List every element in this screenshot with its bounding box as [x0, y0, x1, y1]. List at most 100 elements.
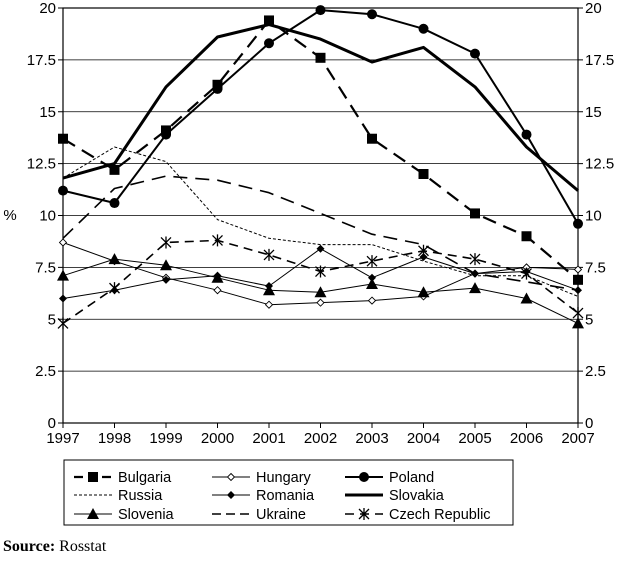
legend-label-slovakia: Slovakia	[389, 488, 445, 504]
data-point-slovenia	[520, 292, 533, 304]
data-point-czech-republic	[572, 307, 584, 320]
y-tick-label-right: 0	[585, 415, 593, 432]
data-point-slovenia	[211, 271, 224, 283]
y-tick-label-right: 7.5	[585, 259, 606, 276]
series-line-czech-republic	[62, 239, 579, 325]
data-point-czech-republic	[366, 255, 378, 268]
data-point-bulgaria	[418, 169, 429, 179]
x-tick-label: 1999	[149, 430, 182, 447]
y-tick-label-right: 5	[585, 311, 593, 328]
legend: Bulgaria Hungary Poland Russia Romania Slovak…	[63, 459, 514, 526]
legend-marker-romania	[227, 491, 235, 499]
data-point-bulgaria	[521, 231, 532, 242]
y-tick-label: 7.5	[35, 259, 56, 276]
y-tick-label-right: 12.5	[585, 156, 614, 173]
x-tick-label: 2006	[510, 430, 543, 447]
data-point-poland	[418, 23, 429, 34]
y-axis-right-ticks: 0 2.5 5 7.5 10 12.5 15 17.5 20	[585, 0, 614, 432]
legend-item-czech-republic: Czech Republic	[345, 507, 491, 523]
y-axis-left-ticks: 0 2.5 5 7.5 10 12.5 15 17.5 20	[27, 0, 56, 432]
data-point-romania	[471, 269, 479, 278]
data-point-hungary	[316, 298, 325, 307]
x-tick-label: 2003	[355, 430, 388, 447]
legend-label-russia: Russia	[118, 488, 163, 504]
y-tick-label: 2.5	[35, 363, 56, 380]
y-tick-label: 17.5	[27, 52, 56, 69]
data-point-czech-republic	[160, 236, 172, 249]
data-point-poland	[573, 218, 583, 229]
data-point-bulgaria	[264, 15, 274, 26]
legend-label-slovenia: Slovenia	[118, 507, 175, 523]
data-point-poland	[58, 185, 68, 196]
legend-marker-poland	[359, 472, 369, 482]
data-point-czech-republic	[57, 317, 69, 330]
data-point-bulgaria	[315, 52, 326, 63]
data-point-bulgaria	[367, 133, 377, 144]
series-line-slovakia	[62, 23, 579, 192]
line-chart: 0 2.5 5 7.5 10 12.5 15 17.5 20 0 2.5 5 7.5 10 12.5 15 1…	[3, 0, 614, 526]
data-point-czech-republic	[469, 253, 481, 266]
x-tick-label: 2004	[407, 430, 440, 447]
axes	[58, 7, 583, 428]
y-tick-label: 15	[39, 104, 56, 121]
legend-marker-bulgaria	[88, 472, 98, 482]
data-point-romania	[368, 273, 376, 282]
legend-box	[63, 459, 514, 526]
series-poland	[58, 5, 583, 229]
data-point-poland	[521, 129, 532, 140]
data-point-poland	[470, 48, 480, 59]
data-point-poland	[212, 83, 223, 94]
source-text: Rosstat	[59, 538, 107, 555]
data-point-bulgaria	[573, 274, 583, 285]
data-point-slovenia	[417, 286, 430, 298]
data-point-czech-republic	[109, 282, 120, 295]
data-point-romania	[162, 275, 170, 284]
legend-marker-czech-republic	[358, 508, 370, 520]
data-point-czech-republic	[212, 234, 223, 247]
x-axis-ticks: 1997 1998 1999 2000 2001 2002 2003 2004 2005 2006…	[46, 430, 594, 447]
data-point-czech-republic	[418, 244, 429, 257]
series-line-ukraine	[62, 175, 579, 291]
legend-marker-hungary	[226, 472, 236, 482]
series-czech-republic	[57, 234, 584, 330]
source-label: Source:	[3, 538, 56, 555]
data-point-slovenia	[160, 259, 172, 271]
data-point-romania	[574, 286, 582, 295]
data-point-czech-republic	[263, 248, 275, 261]
data-point-hungary	[213, 286, 222, 295]
data-point-slovenia	[108, 253, 121, 265]
data-point-czech-republic	[521, 267, 532, 280]
legend-item-romania: Romania	[212, 488, 315, 504]
x-tick-label: 2002	[304, 430, 337, 447]
y-tick-label: 12.5	[27, 156, 56, 173]
legend-item-ukraine: Ukraine	[212, 507, 306, 523]
data-point-poland	[315, 5, 326, 16]
source-note: Source: Rosstat	[3, 538, 106, 556]
y-tick-label: 20	[39, 0, 56, 17]
y-tick-label-right: 2.5	[585, 363, 606, 380]
legend-item-bulgaria: Bulgaria	[74, 470, 172, 486]
data-point-slovenia	[366, 277, 378, 289]
legend-item-slovenia: Slovenia	[74, 507, 175, 523]
data-point-bulgaria	[470, 208, 480, 219]
series-ukraine	[62, 175, 579, 291]
data-point-poland	[161, 129, 171, 140]
data-point-slovenia	[572, 317, 584, 329]
y-tick-label: 0	[48, 415, 56, 432]
y-axis-label: %	[3, 207, 16, 224]
data-point-poland	[367, 9, 377, 20]
series-layer	[57, 5, 584, 330]
data-point-bulgaria	[58, 133, 68, 144]
data-point-slovenia	[57, 269, 69, 281]
y-tick-label-right: 17.5	[585, 52, 614, 69]
y-tick-label-right: 15	[585, 104, 602, 121]
data-point-hungary	[367, 296, 377, 305]
data-point-romania	[419, 253, 428, 261]
x-tick-label: 1998	[98, 430, 131, 447]
y-tick-label: 5	[48, 311, 56, 328]
legend-marker-slovenia	[87, 508, 99, 519]
x-tick-label: 2007	[561, 430, 594, 447]
data-point-czech-republic	[315, 265, 326, 278]
series-slovakia	[62, 23, 579, 192]
legend-label-poland: Poland	[389, 470, 434, 486]
